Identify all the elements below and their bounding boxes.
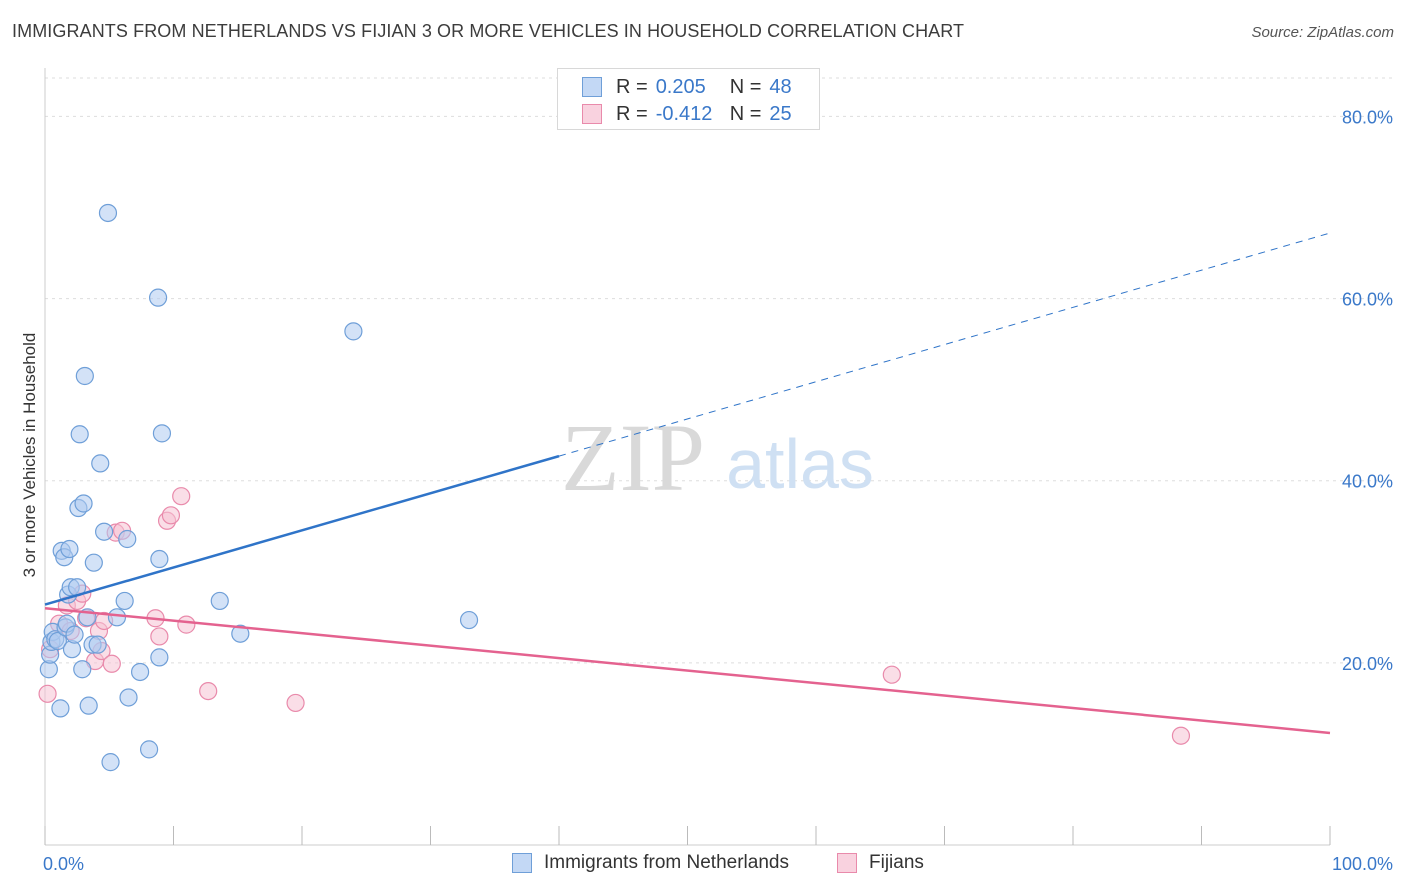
netherlands-point xyxy=(118,529,137,549)
netherlands-point xyxy=(231,624,250,643)
n-label: N = xyxy=(729,102,762,125)
netherlands-point xyxy=(210,591,229,611)
legend-label: Immigrants from Netherlands xyxy=(544,852,789,873)
netherlands-point xyxy=(107,608,127,627)
x-tick-labels: 0.0% 100.0% xyxy=(43,854,1393,874)
r-value: -0.412 xyxy=(655,102,713,125)
fijians-point xyxy=(1171,726,1191,745)
netherlands-point xyxy=(70,425,89,444)
watermark-atlas: atlas xyxy=(726,425,874,503)
netherlands-point xyxy=(60,539,79,559)
netherlands-point xyxy=(48,631,67,651)
r-label: R = xyxy=(616,75,648,98)
netherlands-point xyxy=(150,549,169,569)
fijians-point xyxy=(882,665,901,684)
trend-lines xyxy=(44,232,1331,735)
y-tick-label: 80.0% xyxy=(1342,107,1393,127)
netherlands-point xyxy=(91,454,110,473)
n-label: N = xyxy=(729,75,762,98)
legend-item-fijians: Fijians xyxy=(837,852,924,874)
watermark-zip: ZIP xyxy=(561,404,705,511)
netherlands-point xyxy=(130,662,150,682)
fijians-point xyxy=(150,627,169,646)
netherlands-point xyxy=(101,753,120,772)
stats-row-netherlands: R = 0.205 N = 48 xyxy=(582,75,792,99)
netherlands-point xyxy=(148,288,168,307)
chart-title: IMMIGRANTS FROM NETHERLANDS VS FIJIAN 3 … xyxy=(12,21,965,41)
fijians-point xyxy=(102,654,121,673)
y-tick-label: 20.0% xyxy=(1342,654,1393,674)
stats-row-fijians: R = -0.412 N = 25 xyxy=(582,102,792,126)
netherlands-point xyxy=(98,203,118,223)
fijians-point xyxy=(38,684,57,703)
x-tick-label-max: 100.0% xyxy=(1332,854,1393,874)
netherlands-point xyxy=(75,366,94,386)
netherlands-point xyxy=(65,625,84,644)
pink-swatch xyxy=(582,104,602,124)
fijians-point xyxy=(161,506,181,525)
fijians-point xyxy=(172,487,191,506)
netherlands-trend-dashed xyxy=(558,232,1331,457)
netherlands-point xyxy=(51,699,70,718)
blue-swatch xyxy=(582,77,602,97)
netherlands-point xyxy=(119,688,138,707)
pink-swatch xyxy=(837,853,857,873)
netherlands-point xyxy=(84,553,103,572)
y-tick-label: 60.0% xyxy=(1342,290,1393,310)
legend-label: Fijians xyxy=(869,852,924,873)
source-label: Source: ZipAtlas.com xyxy=(1251,24,1394,41)
netherlands-point xyxy=(150,648,169,667)
watermark: ZIP atlas xyxy=(561,404,874,511)
netherlands-trend-solid xyxy=(44,454,560,606)
netherlands-point xyxy=(79,696,98,715)
fijians-point xyxy=(286,693,305,713)
stats-legend: R = 0.205 N = 48 R = -0.412 N = 25 xyxy=(557,68,820,130)
blue-swatch xyxy=(512,853,532,873)
fijians-trend xyxy=(44,606,1331,735)
r-label: R = xyxy=(616,102,648,125)
y-tick-labels: 20.0% 40.0% 60.0% 80.0% xyxy=(1342,107,1393,673)
netherlands-point xyxy=(459,610,479,630)
netherlands-point xyxy=(152,424,172,443)
axes xyxy=(44,68,1331,846)
netherlands-point xyxy=(344,322,363,341)
netherlands-point xyxy=(74,494,93,513)
gridlines xyxy=(45,77,1395,664)
y-axis-label: 3 or more Vehicles in Household xyxy=(20,332,39,578)
legend-item-netherlands: Immigrants from Netherlands xyxy=(512,852,789,874)
netherlands-point xyxy=(88,635,107,654)
netherlands-point xyxy=(95,522,114,541)
netherlands-point xyxy=(115,591,134,611)
n-value: 25 xyxy=(769,102,792,125)
fijians-point xyxy=(199,681,218,701)
fijians-point xyxy=(177,615,196,634)
netherlands-point xyxy=(73,660,92,679)
n-value: 48 xyxy=(769,75,792,98)
y-tick-label: 40.0% xyxy=(1342,472,1393,492)
series-legend: Immigrants from Netherlands Fijians xyxy=(0,852,1406,878)
series-fijians xyxy=(38,487,1191,745)
x-tick-label-min: 0.0% xyxy=(43,854,84,874)
series-netherlands xyxy=(39,203,479,772)
r-value: 0.205 xyxy=(655,75,706,98)
netherlands-point xyxy=(139,740,159,759)
